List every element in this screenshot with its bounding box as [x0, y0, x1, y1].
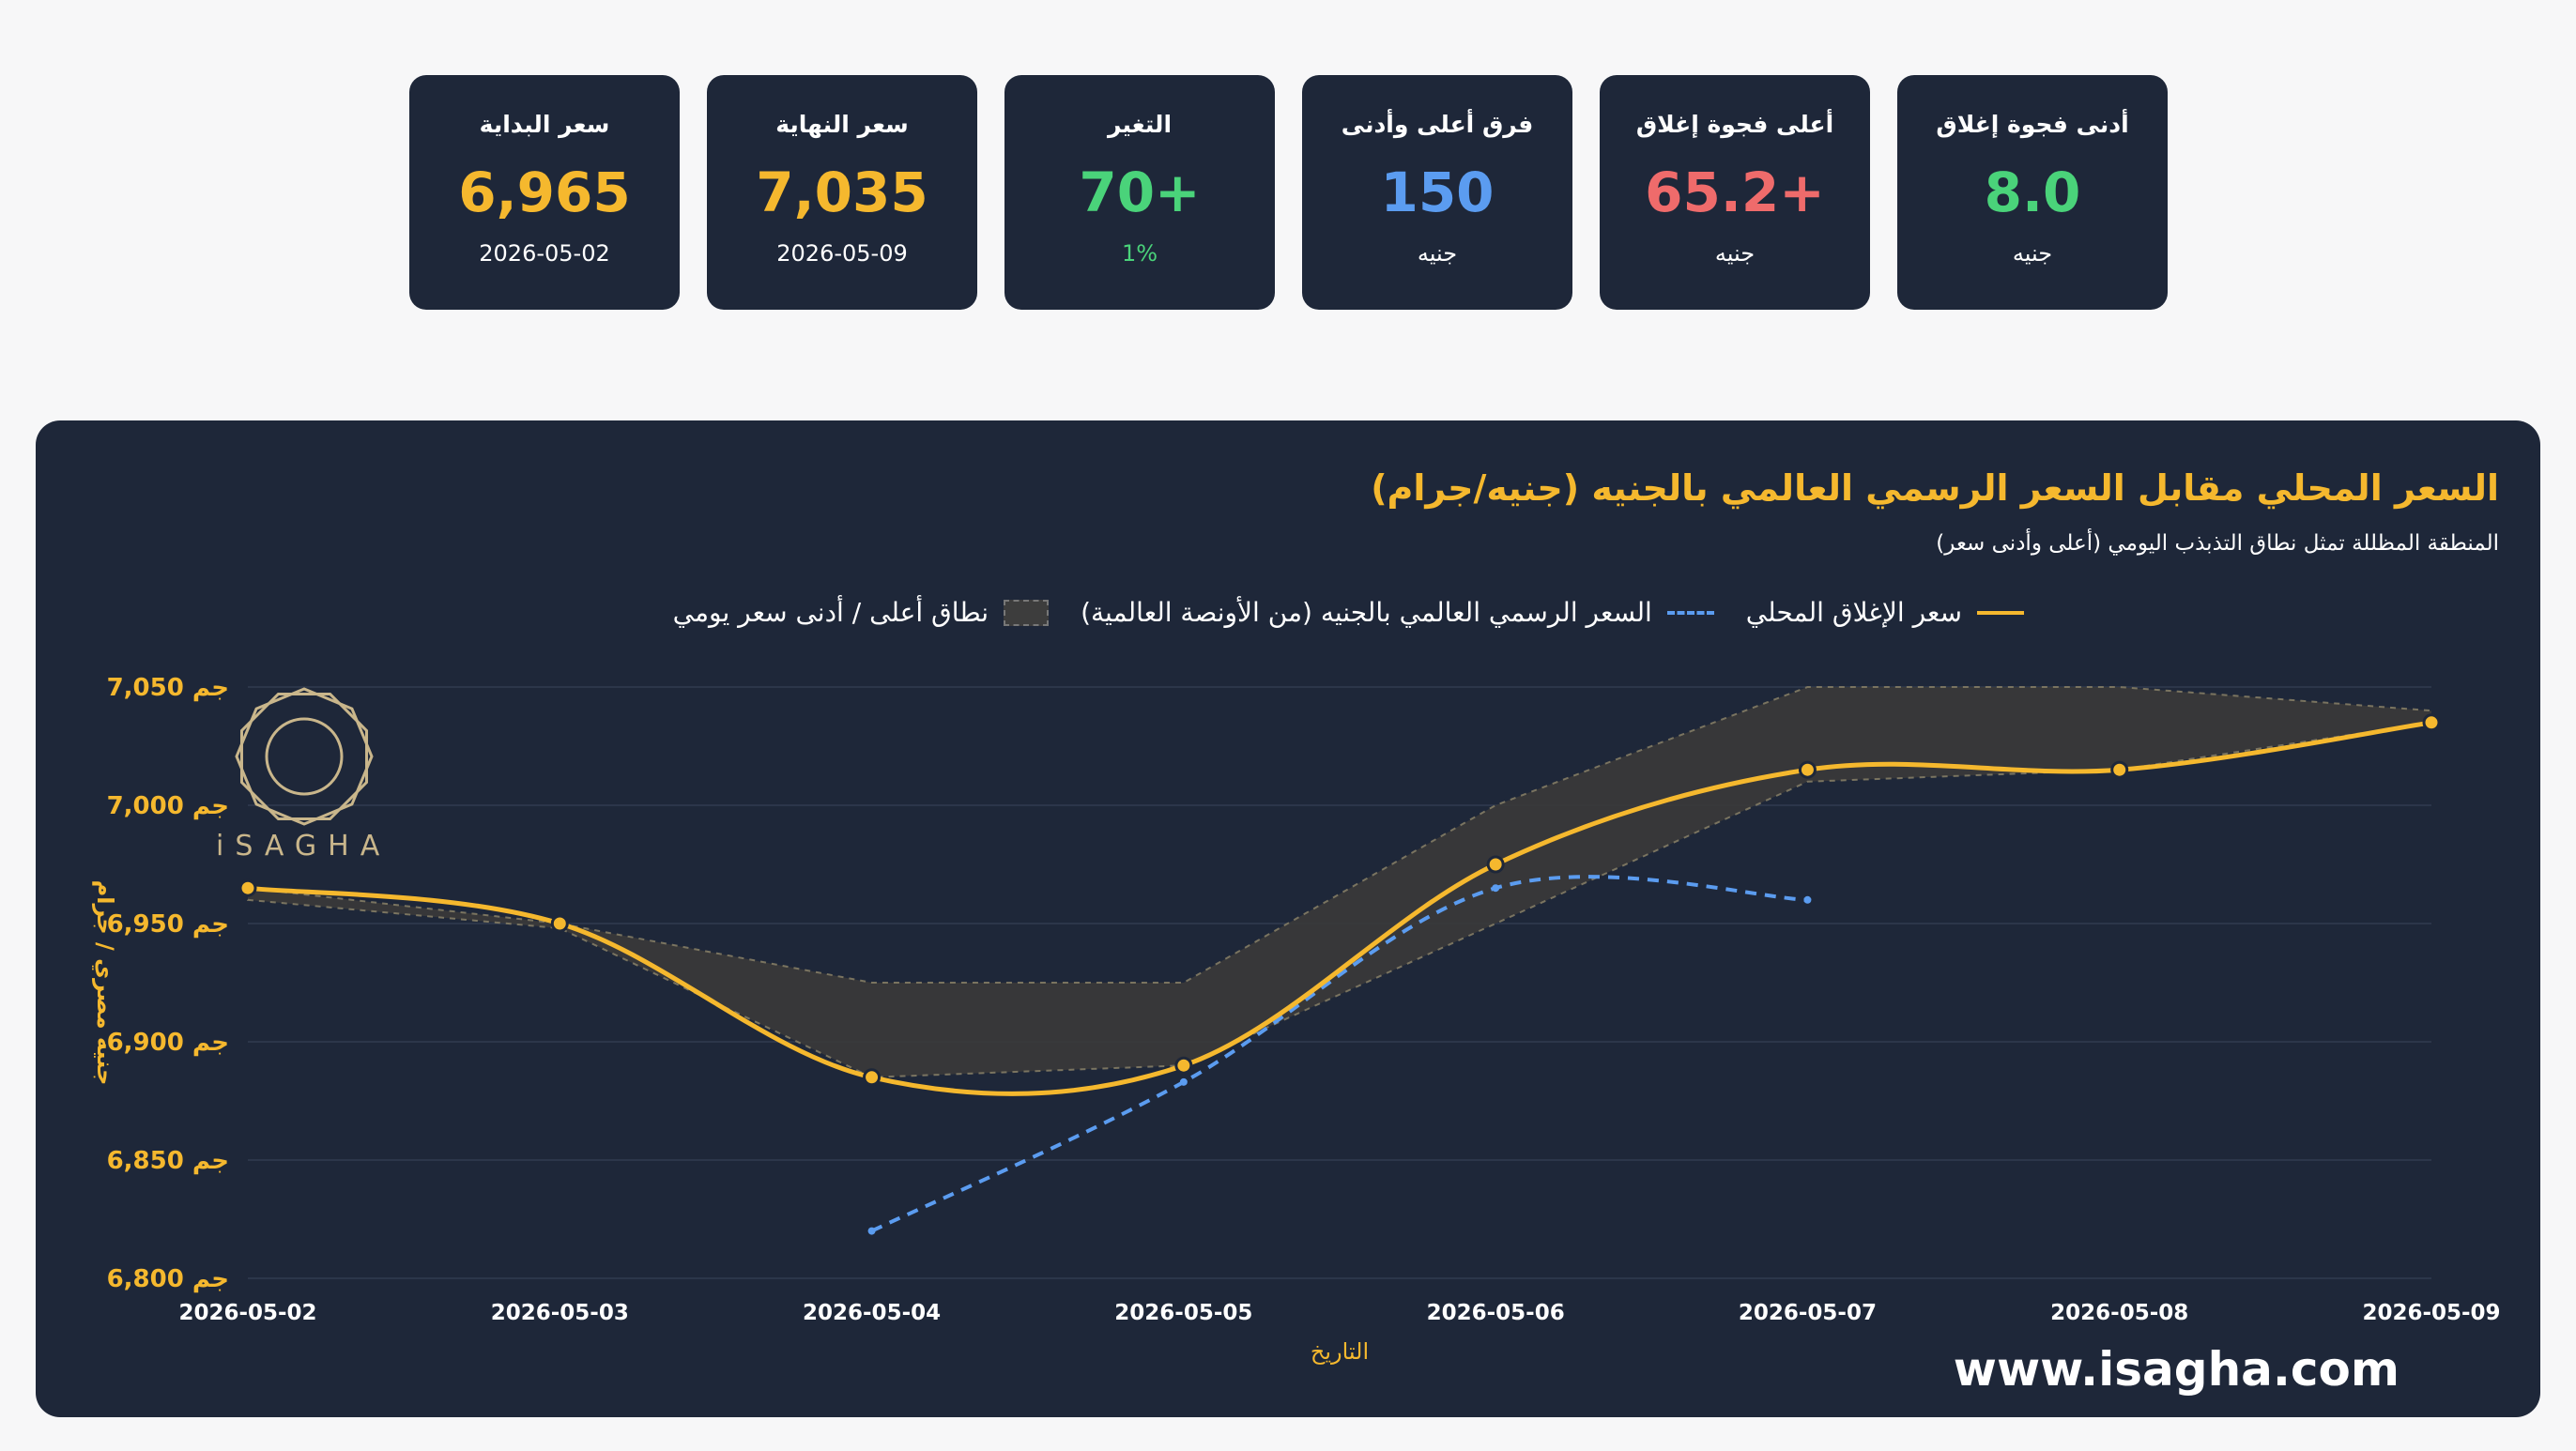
- card-sub: 2026-05-09: [776, 240, 908, 267]
- card-range: فرق أعلى وأدنى 150 جنيه: [1302, 75, 1572, 310]
- x-tick-label: 2026-05-04: [803, 1301, 941, 1325]
- chart-legend: سعر الإغلاق المحلي السعر الرسمي العالمي …: [673, 597, 2024, 628]
- card-label: التغير: [1107, 111, 1173, 138]
- y-tick-label: 7,050 جم: [107, 674, 229, 702]
- card-label: أعلى فجوة إغلاق: [1635, 111, 1834, 138]
- local-close-line: [247, 720, 2432, 1096]
- y-tick-label: 6,950 جم: [107, 910, 229, 939]
- local-close-point: [1798, 760, 1817, 779]
- legend-item-local[interactable]: سعر الإغلاق المحلي: [1746, 597, 2024, 628]
- y-tick-label: 6,850 جم: [107, 1147, 229, 1175]
- card-label: سعر البداية: [479, 111, 610, 138]
- local-close-point: [2110, 760, 2129, 779]
- chart-subtitle: المنطقة المظللة تمثل نطاق التذبذب اليومي…: [1936, 531, 2499, 556]
- legend-swatch-global: [1666, 610, 1714, 615]
- global-price-point: [1803, 895, 1812, 904]
- card-value: 6,965: [458, 160, 631, 224]
- card-end-price: سعر النهاية 7,035 2026-05-09: [707, 75, 977, 310]
- chart-title: السعر المحلي مقابل السعر الرسمي العالمي …: [1371, 467, 2499, 509]
- legend-item-band[interactable]: نطاق أعلى / أدنى سعر يومي: [672, 597, 1050, 628]
- card-max-gap: أعلى فجوة إغلاق 65.2+ جنيه: [1600, 75, 1870, 310]
- summary-cards: سعر البداية 6,965 2026-05-02 سعر النهاية…: [409, 75, 2168, 310]
- global-price-point: [867, 1227, 876, 1235]
- y-axis-label: جنيه مصري / جرام: [92, 880, 118, 1086]
- x-tick-label: 2026-05-02: [178, 1301, 316, 1325]
- x-tick-label: 2026-05-05: [1114, 1301, 1252, 1325]
- y-tick-label: 7,000 جم: [107, 792, 229, 820]
- x-tick-label: 2026-05-03: [491, 1301, 629, 1325]
- card-sub: 1%: [1121, 240, 1158, 267]
- website-url[interactable]: www.isagha.com: [1953, 1342, 2400, 1397]
- legend-item-global[interactable]: السعر الرسمي العالمي بالجنيه (من الأونصة…: [1081, 597, 1714, 628]
- card-sub: جنيه: [2012, 240, 2053, 267]
- card-min-gap: أدنى فجوة إغلاق 8.0 جنيه: [1897, 75, 2168, 310]
- global-price-point: [1492, 884, 1500, 893]
- card-value: 8.0: [1984, 160, 2081, 224]
- local-close-point: [1486, 855, 1505, 874]
- card-label: أدنى فجوة إغلاق: [1936, 111, 2129, 138]
- local-close-point: [863, 1068, 882, 1087]
- card-label: فرق أعلى وأدنى: [1341, 111, 1534, 138]
- line-chart: 7,050 جم 7,000 جم 6,950 جم 6,900 جم 6,850 جم…: [92, 674, 2501, 1365]
- legend-label-local: سعر الإغلاق المحلي: [1745, 597, 1962, 628]
- legend-swatch-band: [1004, 599, 1050, 626]
- x-tick-label: 2026-05-09: [2362, 1301, 2500, 1325]
- y-tick-label: 6,800 جم: [107, 1265, 229, 1293]
- card-change: التغير 70+ 1%: [1004, 75, 1275, 310]
- card-start-price: سعر البداية 6,965 2026-05-02: [409, 75, 680, 310]
- card-value: 150: [1380, 160, 1495, 224]
- local-close-point: [238, 878, 257, 897]
- card-value: 7,035: [756, 160, 928, 224]
- x-axis-label: التاريخ: [1311, 1338, 1369, 1365]
- local-close-point: [550, 914, 569, 933]
- x-tick-label: 2026-05-07: [1739, 1301, 1877, 1325]
- y-tick-label: 6,900 جم: [107, 1029, 229, 1057]
- chart-panel: السعر المحلي مقابل السعر الرسمي العالمي …: [36, 420, 2540, 1417]
- legend-swatch-local: [1977, 610, 2024, 615]
- range-band: [247, 686, 2432, 1078]
- card-sub: جنيه: [1417, 240, 1458, 267]
- local-close-point: [1174, 1056, 1193, 1075]
- x-tick-label: 2026-05-08: [2050, 1301, 2188, 1325]
- card-sub: 2026-05-02: [479, 240, 610, 267]
- logo-icon: [235, 687, 374, 826]
- x-tick-label: 2026-05-06: [1427, 1301, 1565, 1325]
- legend-label-band: نطاق أعلى / أدنى سعر يومي: [672, 597, 989, 628]
- legend-label-global: السعر الرسمي العالمي بالجنيه (من الأونصة…: [1081, 597, 1652, 628]
- global-price-point: [1179, 1077, 1188, 1086]
- logo-icon-circle: [265, 717, 344, 796]
- card-sub: جنيه: [1714, 240, 1756, 267]
- local-close-point: [2422, 713, 2441, 732]
- logo-text: iSAGHA: [216, 830, 391, 863]
- card-label: سعر النهاية: [775, 111, 909, 138]
- card-value: 65.2+: [1645, 160, 1825, 224]
- logo-icon-inner: [239, 692, 369, 821]
- card-value: 70+: [1079, 160, 1201, 224]
